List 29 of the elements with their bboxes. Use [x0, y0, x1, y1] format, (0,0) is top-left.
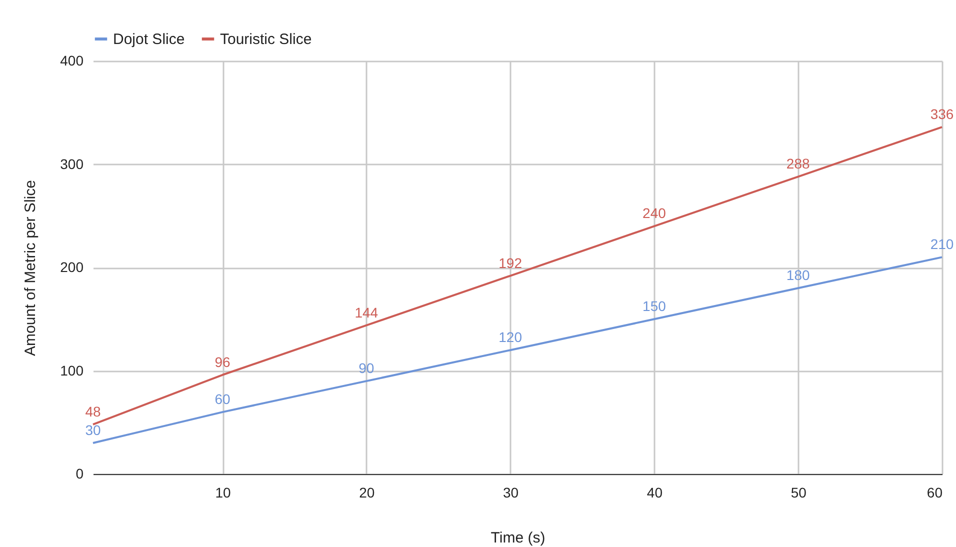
data-label: 60 [214, 391, 231, 408]
y-tick-label: 400 [60, 52, 84, 68]
legend-label: Touristic Slice [220, 31, 312, 48]
data-label: 192 [498, 254, 522, 271]
data-label: 144 [354, 304, 378, 320]
data-label: 96 [214, 354, 231, 370]
x-tick-label: 30 [503, 484, 519, 500]
data-label: 150 [642, 298, 666, 314]
data-label: 48 [85, 403, 101, 420]
data-label: 240 [642, 205, 666, 222]
data-label: 288 [786, 156, 810, 172]
y-tick-label: 0 [76, 466, 84, 482]
data-label: 120 [498, 329, 522, 346]
x-tick-label: 60 [926, 484, 943, 500]
data-label: 90 [358, 360, 374, 376]
data-label: 336 [930, 106, 954, 122]
data-label: 180 [786, 267, 810, 284]
x-tick-label: 50 [790, 484, 807, 500]
x-tick-label: 40 [646, 484, 663, 500]
x-tick-label: 10 [215, 484, 232, 500]
y-axis-title: Amount of Metric per Slice [22, 180, 40, 356]
y-tick-label: 200 [60, 259, 84, 275]
x-axis-title: Time (s) [490, 530, 546, 546]
legend-label: Dojot Slice [113, 31, 185, 48]
data-label: 30 [85, 422, 101, 438]
x-tick-label: 20 [359, 484, 375, 500]
y-tick-label: 100 [60, 362, 84, 378]
data-label: 210 [930, 236, 954, 252]
y-tick-label: 300 [60, 156, 84, 172]
